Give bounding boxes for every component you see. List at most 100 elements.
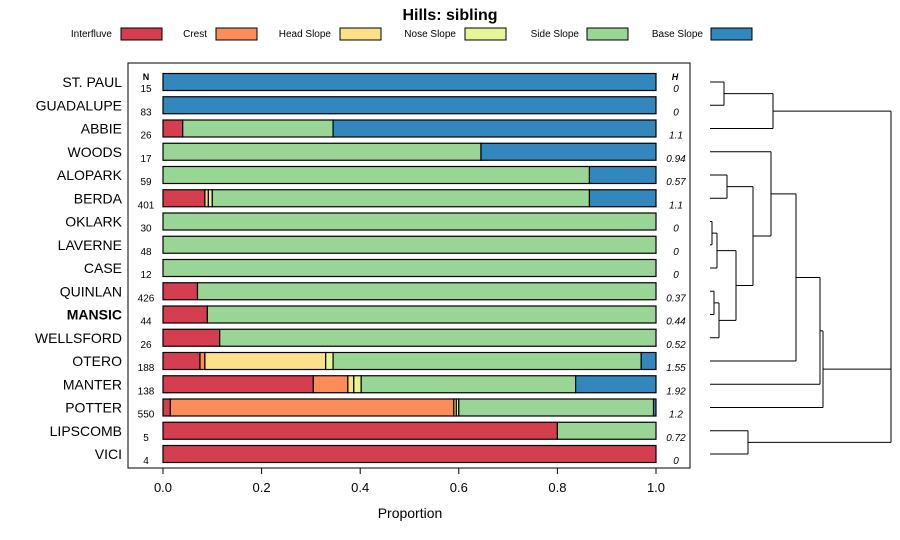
x-tick-label-5: 1.0 xyxy=(647,480,665,495)
h-value-potter: 1.2 xyxy=(669,410,683,421)
bar-wellsford-side-slope xyxy=(219,328,657,347)
bar-quinlan-side-slope xyxy=(196,282,657,301)
legend-swatch-nose-slope xyxy=(464,27,507,41)
n-value-laverne: 48 xyxy=(140,247,152,258)
h-value-quinlan: 0.37 xyxy=(666,293,686,304)
bar-berda-interfluve xyxy=(162,189,206,208)
legend: Interfluve Crest Head Slope Nose Slope Side … xyxy=(71,27,753,41)
bar-otero-base-slope xyxy=(640,351,657,371)
y-label-mansic: MANSIC xyxy=(67,307,122,323)
x-tick-label-0: 0.0 xyxy=(154,480,172,495)
h-value-vici: 0 xyxy=(673,456,679,467)
bar-otero-nose-slope xyxy=(325,351,334,371)
bar-manter-interfluve xyxy=(162,375,314,394)
bar-abbie-side-slope xyxy=(182,119,334,138)
bar-laverne-side-slope xyxy=(162,235,657,254)
y-label-laverne: LAVERNE xyxy=(58,237,122,253)
y-label-manter: MANTER xyxy=(63,376,122,392)
h-value-otero: 1.55 xyxy=(666,363,686,374)
legend-label-crest: Crest xyxy=(183,29,207,40)
bar-manter-side-slope xyxy=(360,375,577,394)
h-value-alopark: 0.57 xyxy=(666,177,686,188)
bar-manter-base-slope xyxy=(575,375,657,394)
y-label-lipscomb: LIPSCOMB xyxy=(50,423,122,439)
n-value-woods: 17 xyxy=(140,154,152,165)
x-tick-label-3: 0.6 xyxy=(450,480,468,495)
bar-otero-side-slope xyxy=(332,351,642,371)
h-value-laverne: 0 xyxy=(673,247,679,258)
y-label-berda: BERDA xyxy=(74,190,123,206)
bar-lipscomb-side-slope xyxy=(556,421,657,440)
legend-label-side-slope: Side Slope xyxy=(531,29,580,40)
n-value-otero: 188 xyxy=(138,363,155,374)
n-value-berda: 401 xyxy=(138,200,155,211)
chart-title: Hills: sibling xyxy=(402,7,497,24)
n-value-quinlan: 426 xyxy=(138,293,155,304)
y-label-oklark: OKLARK xyxy=(65,214,122,230)
y-label-st-paul: ST. PAUL xyxy=(62,74,122,90)
bar-mansic-interfluve xyxy=(162,305,208,324)
bar-woods-side-slope xyxy=(162,142,482,161)
bar-oklark-side-slope xyxy=(162,212,657,231)
n-column-header: N xyxy=(143,72,150,82)
h-value-st-paul: 0 xyxy=(673,84,679,95)
dendrogram xyxy=(710,81,892,455)
h-value-manter: 1.92 xyxy=(666,386,686,397)
bar-potter-base-slope xyxy=(652,398,657,417)
y-label-wellsford: WELLSFORD xyxy=(35,330,122,346)
h-column-header: H xyxy=(672,72,679,82)
y-labels: ST. PAUL GUADALUPE ABBIE WOODS ALOPARK BERDA O… xyxy=(35,74,123,462)
y-label-quinlan: QUINLAN xyxy=(60,283,122,299)
n-value-mansic: 44 xyxy=(140,317,152,328)
bar-berda-base-slope xyxy=(588,189,657,208)
bar-lipscomb-interfluve xyxy=(162,421,558,440)
y-label-otero: OTERO xyxy=(72,353,122,369)
bar-case-side-slope xyxy=(162,258,657,278)
bar-manter-crest xyxy=(312,375,349,394)
bar-guadalupe-base-slope xyxy=(162,96,657,115)
bar-berda-side-slope xyxy=(211,189,591,208)
legend-swatch-side-slope xyxy=(586,27,629,41)
bar-otero-head-slope xyxy=(204,351,327,371)
h-value-abbie: 1.1 xyxy=(669,131,683,142)
bar-wellsford-interfluve xyxy=(162,328,221,347)
h-value-mansic: 0.44 xyxy=(666,317,686,328)
h-value-oklark: 0 xyxy=(673,224,679,235)
legend-label-interfluve: Interfluve xyxy=(71,29,113,40)
bars-group xyxy=(162,72,657,464)
bar-mansic-side-slope xyxy=(206,305,657,324)
legend-label-base-slope: Base Slope xyxy=(652,29,704,40)
bar-manter-head-slope xyxy=(347,375,355,394)
y-label-woods: WOODS xyxy=(68,144,122,160)
bar-otero-interfluve xyxy=(162,351,201,371)
h-value-guadalupe: 0 xyxy=(673,107,679,118)
bar-otero-crest xyxy=(199,351,206,371)
bar-woods-base-slope xyxy=(480,142,657,161)
n-value-oklark: 30 xyxy=(140,224,152,235)
n-value-manter: 138 xyxy=(138,386,155,397)
bar-abbie-interfluve xyxy=(162,119,184,138)
y-label-alopark: ALOPARK xyxy=(57,167,123,183)
n-value-case: 12 xyxy=(140,270,152,281)
x-axis-label: Proportion xyxy=(378,505,443,521)
n-value-vici: 4 xyxy=(143,456,149,467)
x-tick-label-1: 0.2 xyxy=(253,480,271,495)
y-label-abbie: ABBIE xyxy=(81,121,122,137)
bar-manter-nose-slope xyxy=(353,375,362,394)
n-value-lipscomb: 5 xyxy=(143,433,149,444)
n-value-wellsford: 26 xyxy=(140,340,152,351)
legend-swatch-interfluve xyxy=(120,27,163,41)
h-value-case: 0 xyxy=(673,270,679,281)
n-labels: 15 83 26 17 59 401 30 48 12 426 44 26 188 138 550 5 4 xyxy=(138,84,155,467)
legend-swatch-base-slope xyxy=(710,27,753,41)
bar-alopark-base-slope xyxy=(588,165,657,185)
y-label-vici: VICI xyxy=(95,446,122,462)
bar-potter-interfluve xyxy=(162,398,171,417)
legend-label-head-slope: Head Slope xyxy=(279,29,332,40)
bar-alopark-side-slope xyxy=(162,165,591,185)
y-label-potter: POTTER xyxy=(65,400,122,416)
legend-swatch-head-slope xyxy=(339,27,382,41)
legend-label-nose-slope: Nose Slope xyxy=(404,29,456,40)
n-value-potter: 550 xyxy=(138,410,155,421)
